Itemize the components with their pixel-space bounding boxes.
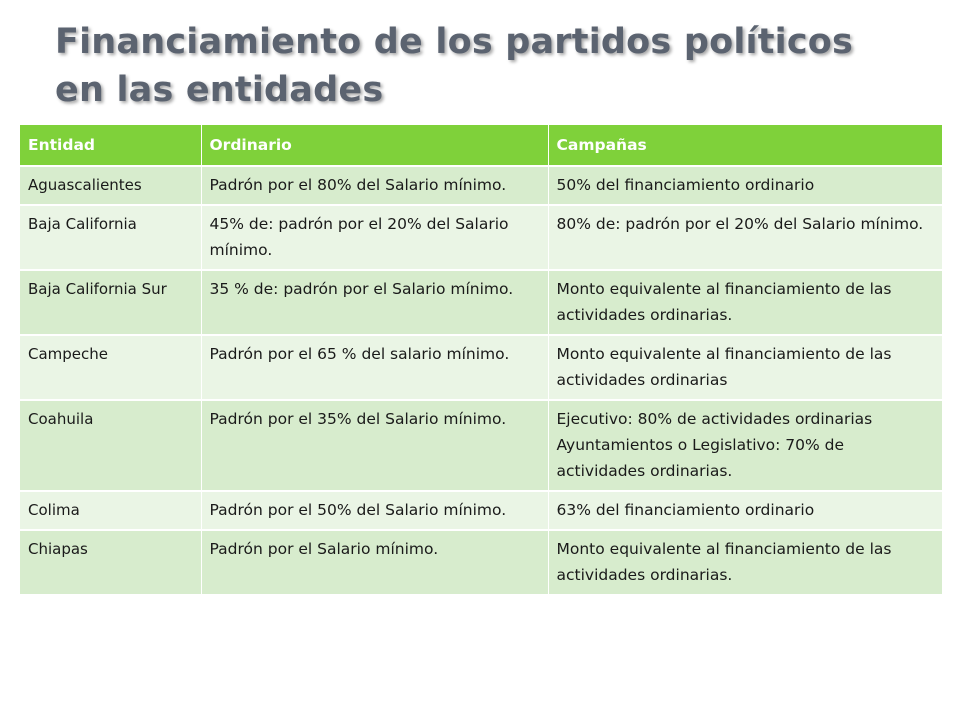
table-row: Campeche Padrón por el 65 % del salario … bbox=[20, 334, 943, 400]
slide-title-line-2: en las entidades bbox=[55, 70, 384, 110]
cell-ordinario: Padrón por el Salario mínimo. bbox=[201, 529, 549, 594]
table-row: Baja California Sur 35 % de: padrón por … bbox=[20, 269, 943, 335]
cell-ordinario: Padrón por el 65 % del salario mínimo. bbox=[201, 334, 549, 400]
cell-campanas: Monto equivalente al financiamiento de l… bbox=[548, 334, 943, 400]
table-row: Baja California 45% de: padrón por el 20… bbox=[20, 204, 943, 270]
header-entidad: Entidad bbox=[20, 125, 202, 166]
cell-campanas: 50% del financiamiento ordinario bbox=[548, 165, 943, 205]
cell-ordinario: 45% de: padrón por el 20% del Salario mí… bbox=[201, 204, 549, 270]
campanas-line-ayuntamientos: Ayuntamientos o Legislativo: 70% de acti… bbox=[556, 436, 845, 480]
slide-title-line-1: Financiamiento de los partidos políticos bbox=[55, 22, 854, 62]
slide-title: Financiamiento de los partidos políticos… bbox=[55, 18, 935, 114]
table-row: Aguascalientes Padrón por el 80% del Sal… bbox=[20, 165, 943, 205]
cell-campanas: Monto equivalente al financiamiento de l… bbox=[548, 269, 943, 335]
table-row: Chiapas Padrón por el Salario mínimo. Mo… bbox=[20, 529, 943, 594]
table-row: Coahuila Padrón por el 35% del Salario m… bbox=[20, 399, 943, 491]
cell-campanas: 63% del financiamiento ordinario bbox=[548, 490, 943, 530]
header-campanas: Campañas bbox=[548, 125, 943, 166]
cell-entidad: Campeche bbox=[20, 334, 202, 400]
cell-ordinario: Padrón por el 50% del Salario mínimo. bbox=[201, 490, 549, 530]
cell-entidad: Baja California Sur bbox=[20, 269, 202, 335]
cell-campanas: 80% de: padrón por el 20% del Salario mí… bbox=[548, 204, 943, 270]
cell-entidad: Colima bbox=[20, 490, 202, 530]
cell-entidad: Coahuila bbox=[20, 399, 202, 491]
cell-ordinario: Padrón por el 35% del Salario mínimo. bbox=[201, 399, 549, 491]
cell-campanas: Monto equivalente al financiamiento de l… bbox=[548, 529, 943, 594]
table-row: Colima Padrón por el 50% del Salario mín… bbox=[20, 490, 943, 530]
header-ordinario: Ordinario bbox=[201, 125, 549, 166]
cell-entidad: Baja California bbox=[20, 204, 202, 270]
cell-ordinario: Padrón por el 80% del Salario mínimo. bbox=[201, 165, 549, 205]
cell-entidad: Aguascalientes bbox=[20, 165, 202, 205]
table-header-row: Entidad Ordinario Campañas bbox=[20, 125, 943, 166]
cell-campanas: Ejecutivo: 80% de actividades ordinarias… bbox=[548, 399, 943, 491]
cell-entidad: Chiapas bbox=[20, 529, 202, 594]
financing-table: Entidad Ordinario Campañas Aguascaliente… bbox=[20, 125, 943, 594]
cell-ordinario: 35 % de: padrón por el Salario mínimo. bbox=[201, 269, 549, 335]
campanas-line-ejecutivo: Ejecutivo: 80% de actividades ordinarias bbox=[556, 410, 873, 428]
